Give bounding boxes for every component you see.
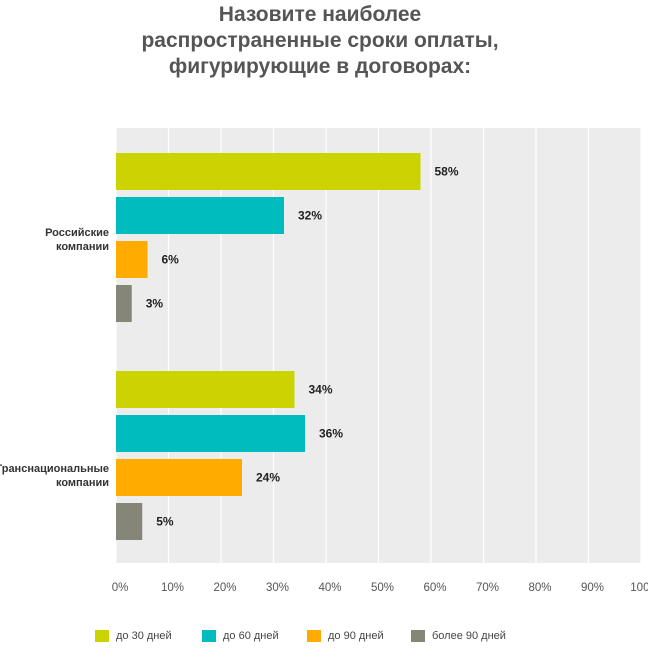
data-label: 58%: [435, 165, 459, 179]
data-label: 34%: [309, 383, 333, 397]
x-tick-label: 20%: [213, 582, 236, 594]
bar: [116, 153, 421, 190]
legend-swatch-30: [95, 630, 109, 643]
x-tick-label: 30%: [266, 582, 289, 594]
legend-item-90-plus: более 90 дней: [411, 630, 506, 643]
chart-title-line-1: Назовите наиболее: [218, 3, 422, 26]
legend-label-90-plus: более 90 дней: [432, 630, 506, 643]
legend-item-60: до 60 дней: [202, 630, 279, 643]
x-tick-label: 10%: [161, 582, 184, 594]
category-label: Транснациональные: [0, 463, 109, 475]
bar: [116, 241, 148, 278]
x-tick-label: 90%: [581, 582, 604, 594]
chart-title-line-2: распространенные сроки оплаты,: [141, 29, 499, 52]
x-tick-label: 50%: [371, 582, 394, 594]
bar: [116, 415, 305, 452]
bar: [116, 371, 295, 408]
bar: [116, 197, 284, 234]
category-label: компании: [56, 241, 109, 253]
legend-swatch-90: [307, 630, 321, 643]
x-tick-label: 100%: [630, 582, 648, 594]
bar: [116, 459, 242, 496]
data-label: 6%: [162, 253, 180, 267]
bar: [116, 285, 132, 322]
x-tick-label: 40%: [318, 582, 341, 594]
chart-title-line-3: фигурирующие в договорах:: [168, 55, 472, 78]
x-tick-label: 0%: [112, 582, 129, 594]
x-tick-label: 70%: [476, 582, 499, 594]
x-tick-label: 80%: [528, 582, 551, 594]
legend-item-90: до 90 дней: [307, 630, 384, 643]
legend-swatch-90-plus: [411, 630, 425, 643]
chart-title: Назовите наиболее распространенные сроки…: [60, 2, 580, 80]
data-label: 32%: [298, 209, 322, 223]
data-label: 3%: [146, 297, 164, 311]
data-label: 24%: [256, 471, 280, 485]
bar: [116, 503, 143, 540]
legend-label-60: до 60 дней: [223, 630, 279, 643]
legend-label-30: до 30 дней: [116, 630, 172, 643]
category-label: компании: [56, 477, 109, 489]
data-label: 36%: [319, 427, 343, 441]
data-label: 5%: [156, 515, 174, 529]
legend-swatch-60: [202, 630, 216, 643]
x-tick-label: 60%: [423, 582, 446, 594]
legend-item-30: до 30 дней: [95, 630, 172, 643]
category-label: Российские: [45, 227, 109, 239]
legend-label-90: до 90 дней: [328, 630, 384, 643]
